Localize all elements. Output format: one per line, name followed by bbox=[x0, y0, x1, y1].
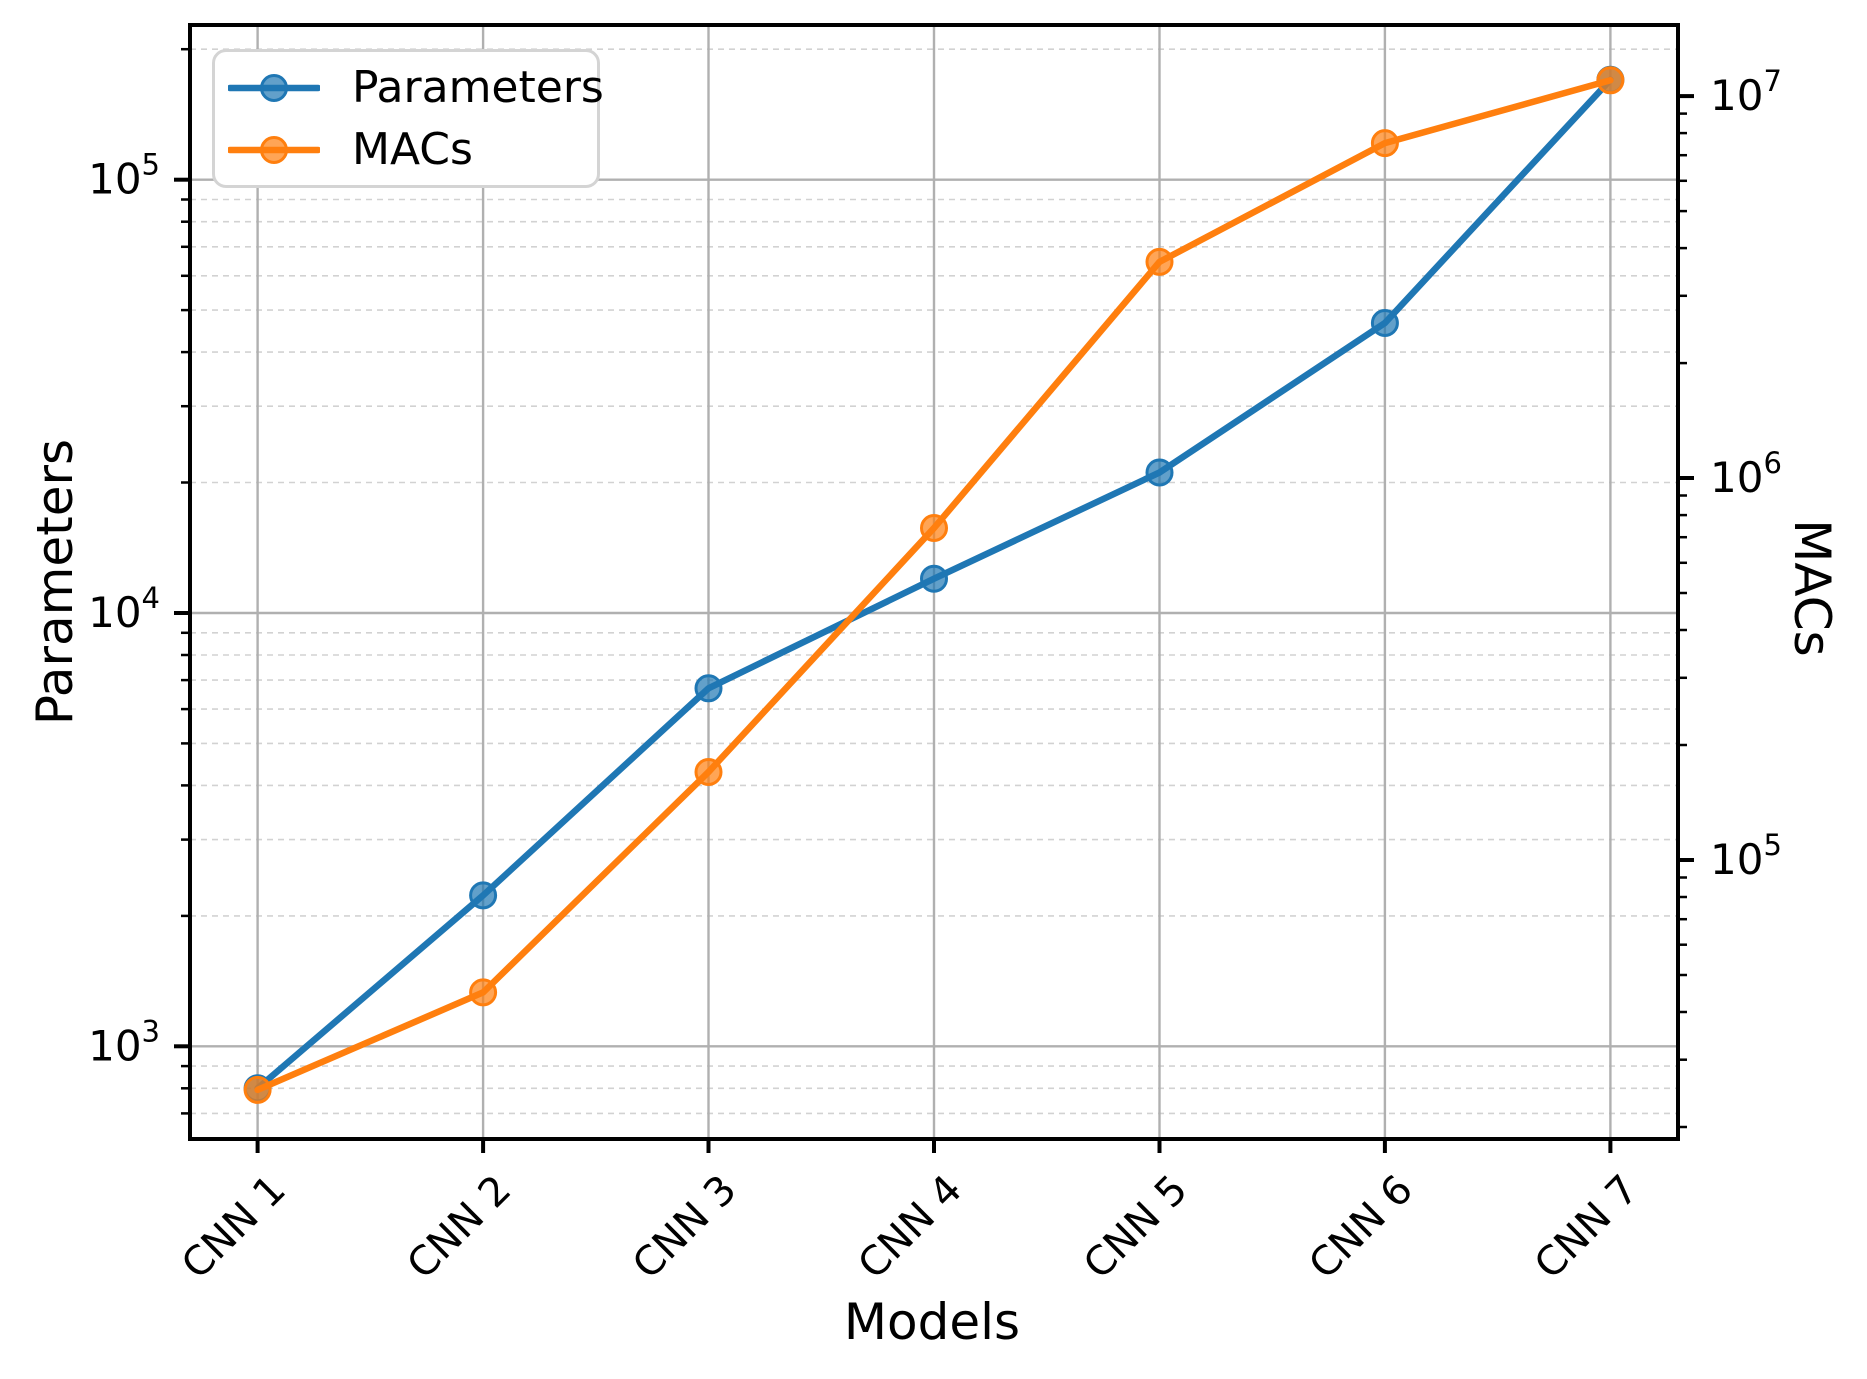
macs-series bbox=[243, 66, 1625, 1104]
right-tick-label-10e7: 107 bbox=[1710, 64, 1782, 120]
x-tick-label-4: CNN 4 bbox=[849, 1167, 971, 1289]
minor-gridlines bbox=[190, 48, 1678, 1115]
data-point-macs-7 bbox=[1596, 66, 1625, 95]
right-tick-label-10e5: 105 bbox=[1710, 828, 1782, 884]
x-axis-title: Models bbox=[843, 1293, 1021, 1351]
data-point-macs-2 bbox=[469, 978, 498, 1007]
right-axis-tick-labels: 105 106 107 bbox=[1710, 64, 1782, 884]
macs-line-marker-sample bbox=[228, 135, 320, 164]
data-point-macs-4 bbox=[920, 514, 948, 542]
data-point-macs-5 bbox=[1145, 247, 1174, 276]
legend-label-parameters: Parameters bbox=[352, 61, 604, 113]
x-tick-label-1: CNN 1 bbox=[173, 1167, 295, 1289]
data-point-parameters-6 bbox=[1370, 309, 1399, 337]
data-point-parameters-3 bbox=[694, 674, 723, 703]
left-tick-label-10e4: 104 bbox=[88, 581, 160, 637]
legend-label-macs: MACs bbox=[352, 123, 473, 175]
x-tick-label-6: CNN 6 bbox=[1300, 1167, 1422, 1289]
legend: Parameters MACs bbox=[212, 49, 604, 188]
x-tick-label-3: CNN 3 bbox=[624, 1167, 746, 1289]
parameters-line-marker-sample bbox=[228, 73, 320, 102]
data-point-macs-6 bbox=[1370, 129, 1399, 158]
legend-item-macs: MACs bbox=[228, 126, 597, 174]
left-tick-label-10e5: 105 bbox=[88, 148, 160, 204]
x-tick-label-2: CNN 2 bbox=[399, 1167, 521, 1289]
data-point-parameters-4 bbox=[920, 564, 948, 593]
x-tick-label-7: CNN 7 bbox=[1526, 1167, 1648, 1289]
right-tick-label-10e6: 106 bbox=[1710, 446, 1782, 502]
left-tick-label-10e3: 103 bbox=[88, 1014, 160, 1070]
data-point-macs-3 bbox=[694, 758, 723, 786]
x-tick-label-5: CNN 5 bbox=[1075, 1167, 1197, 1289]
left-axis-tick-labels: 103 104 105 bbox=[88, 148, 160, 1071]
data-point-parameters-5 bbox=[1145, 458, 1174, 487]
data-point-parameters-2 bbox=[469, 881, 498, 910]
data-point-macs-1 bbox=[243, 1075, 272, 1104]
major-gridlines bbox=[190, 25, 1678, 1139]
legend-item-parameters: Parameters bbox=[228, 64, 604, 112]
left-axis-title: Parameters bbox=[26, 438, 84, 726]
right-axis-title: MACs bbox=[1783, 519, 1841, 657]
x-axis-tick-labels: CNN 1 CNN 2 CNN 3 CNN 4 CNN 5 CNN 6 CNN 7 bbox=[173, 1167, 1647, 1289]
plot-border bbox=[188, 23, 1680, 1141]
